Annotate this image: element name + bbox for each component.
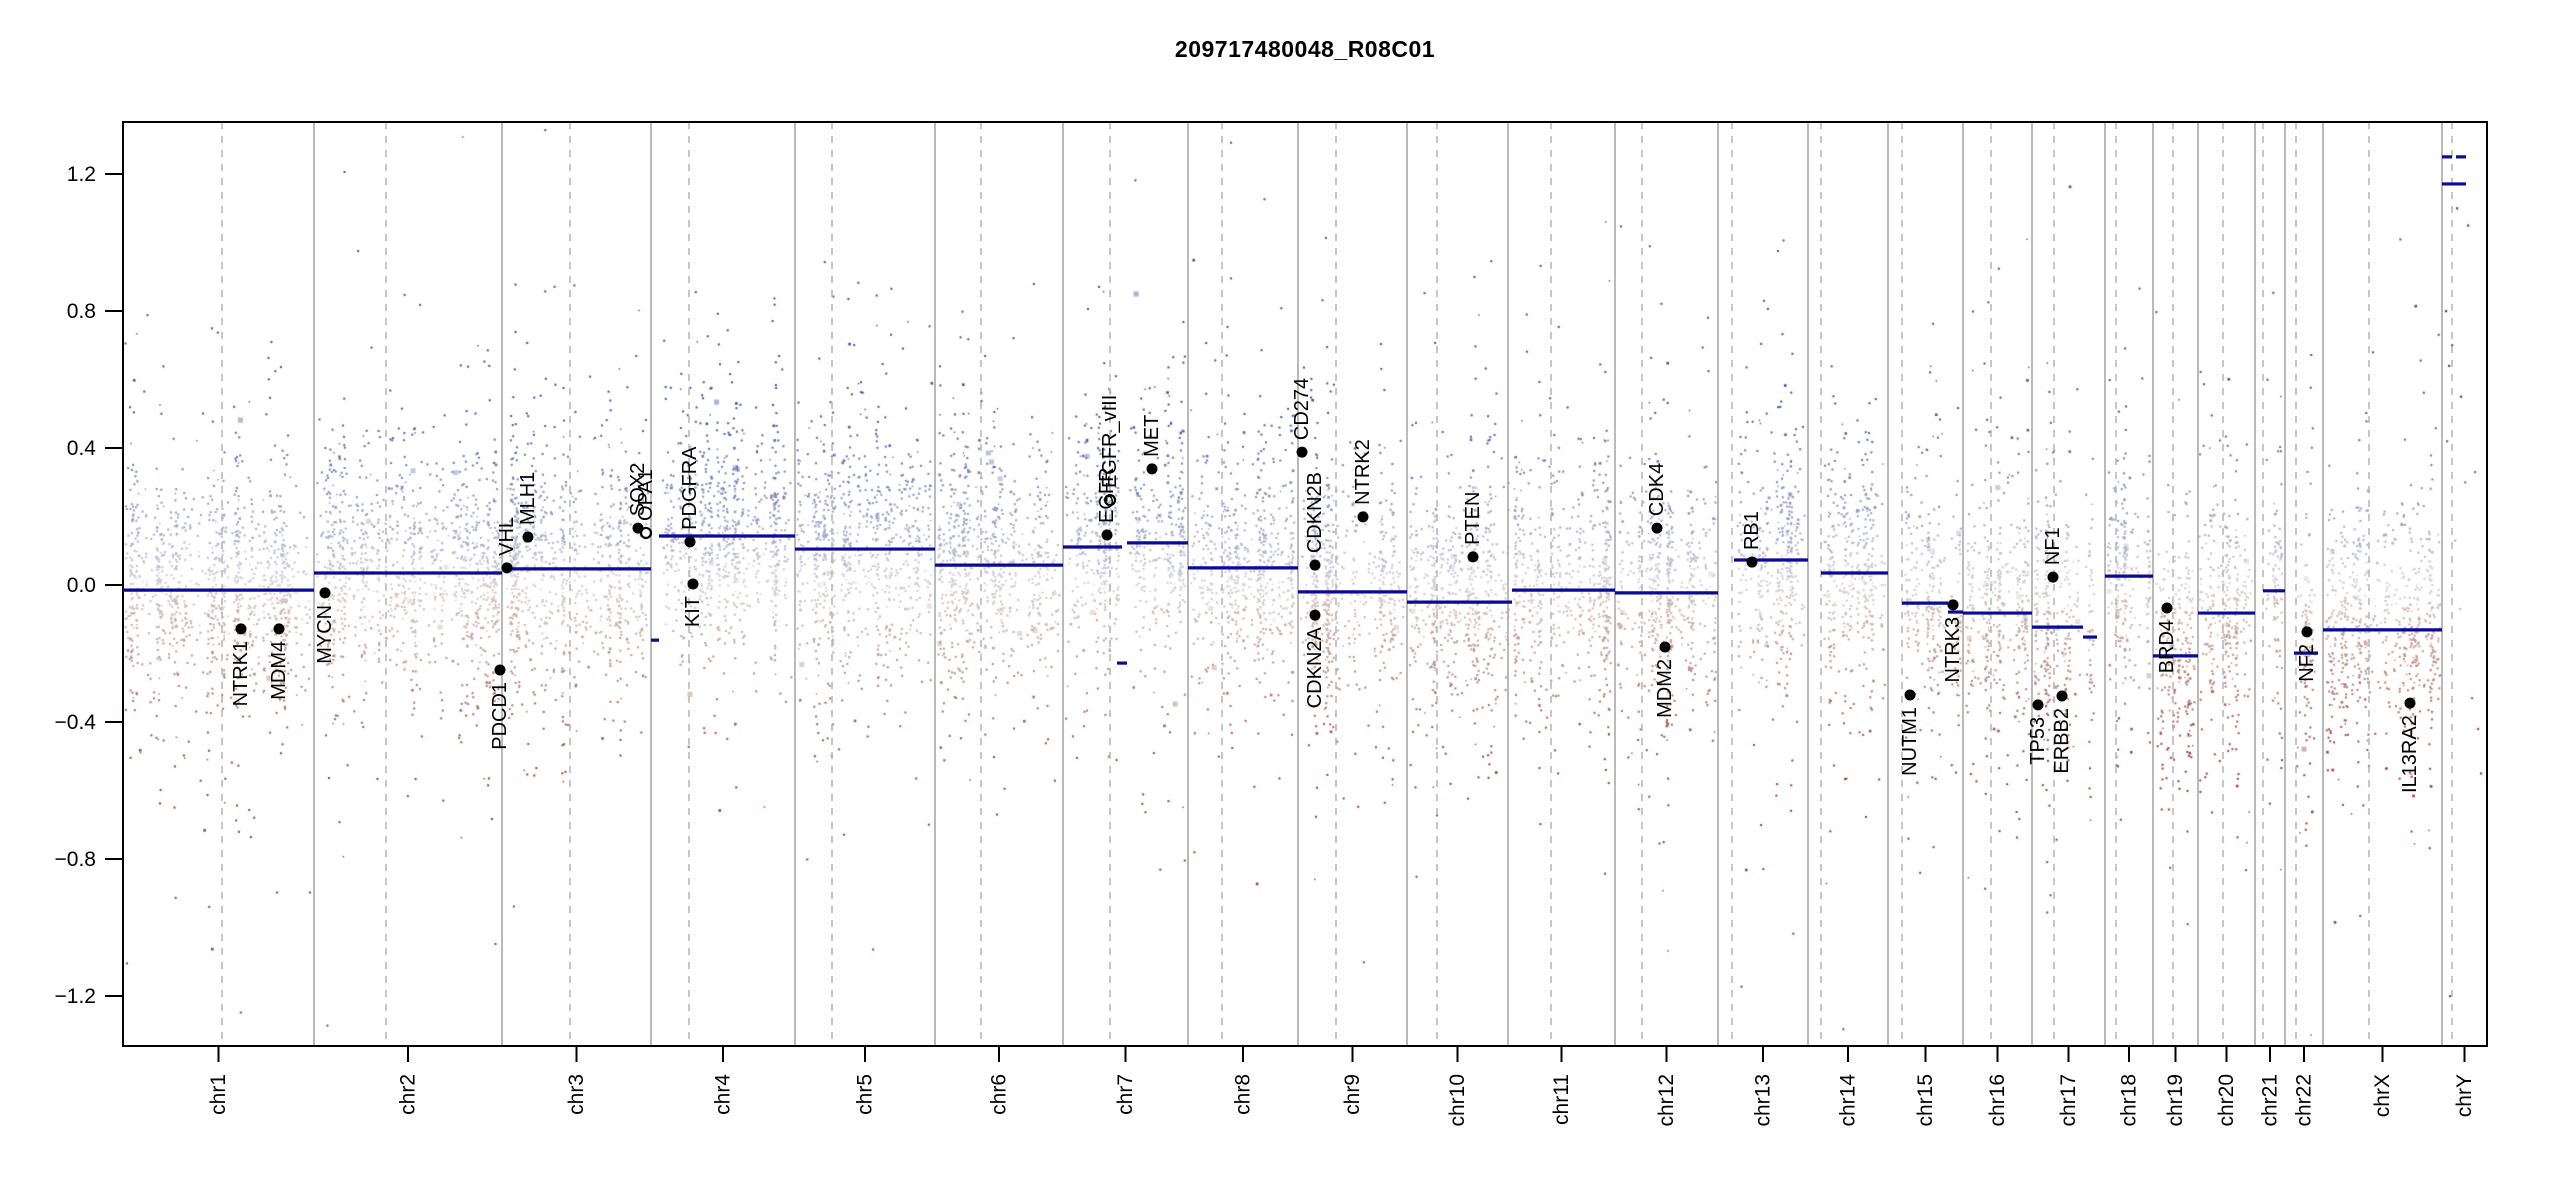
- y-tick-label: 1.2: [67, 163, 96, 186]
- gene-marker: [501, 562, 513, 574]
- gene-label: KIT: [682, 596, 704, 627]
- x-tick-label: chr21: [2259, 1074, 2282, 1127]
- gene-label: NF1: [2042, 527, 2064, 565]
- gene-label: MET: [1141, 415, 1163, 457]
- x-tick-label: chr10: [1446, 1074, 1469, 1127]
- gene-label: PDCD1: [489, 682, 511, 750]
- gene-marker: [687, 578, 699, 590]
- gene-label: SOX2: [627, 463, 649, 516]
- gene-label: VHL: [496, 517, 518, 556]
- x-tick-label: chrX: [2371, 1074, 2394, 1117]
- gene-marker: [2161, 602, 2173, 614]
- gene-label: CDK4: [1646, 463, 1668, 516]
- gene-marker: [1904, 689, 1916, 701]
- x-tick-label: chr6: [988, 1074, 1011, 1115]
- gene-marker: [1101, 529, 1113, 541]
- x-tick-label: chr8: [1232, 1074, 1255, 1115]
- gene-marker: [1467, 551, 1479, 563]
- x-tick-label: chr1: [207, 1074, 230, 1115]
- gene-marker: [2047, 571, 2059, 583]
- y-tick-label: −0.8: [55, 848, 96, 871]
- gene-label: NTRK3: [1942, 617, 1964, 683]
- gene-label: OPA1: [635, 469, 657, 521]
- gene-label: PTEN: [1462, 492, 1484, 545]
- gene-marker: [235, 623, 247, 635]
- gene-label: MDM2: [1654, 659, 1676, 718]
- x-tick-label: chr3: [565, 1074, 588, 1115]
- x-tick-label: chr7: [1114, 1074, 1137, 1115]
- x-tick-label: chr16: [1986, 1074, 2009, 1127]
- gene-label: ERBB2: [2051, 708, 2073, 774]
- gene-marker-open: [1103, 493, 1117, 507]
- x-tick-label: chr14: [1837, 1074, 1860, 1127]
- plot-box: [122, 121, 2488, 1047]
- gene-marker: [1357, 511, 1369, 523]
- gene-marker: [2301, 626, 2313, 638]
- x-tick-label: chr18: [2118, 1074, 2141, 1127]
- gene-marker: [1296, 446, 1308, 458]
- gene-marker: [2056, 690, 2068, 702]
- x-tick-label: chr19: [2164, 1074, 2187, 1127]
- gene-label: CD274: [1291, 378, 1313, 440]
- gene-label: EGFR_vIII: [1099, 395, 1121, 488]
- gene-marker: [684, 536, 696, 548]
- gene-marker: [1309, 609, 1321, 621]
- gene-marker: [1309, 559, 1321, 571]
- gene-marker-open: [639, 526, 653, 540]
- gene-marker: [1746, 556, 1758, 568]
- x-tick-label: chr22: [2293, 1074, 2316, 1127]
- gene-label: MDM4: [268, 641, 290, 700]
- gene-label: MYCN: [314, 605, 336, 664]
- gene-label: PDGFRA: [679, 446, 701, 530]
- gene-label: BRD4: [2156, 620, 2178, 673]
- gene-marker: [319, 587, 331, 599]
- gene-label: CDKN2A: [1304, 626, 1326, 708]
- gene-marker: [1146, 463, 1158, 475]
- gene-marker: [273, 623, 285, 635]
- x-tick-label: chr17: [2057, 1074, 2080, 1127]
- x-tick-label: chrY: [2453, 1074, 2476, 1117]
- gene-marker: [1947, 599, 1959, 611]
- y-tick-label: 0.8: [67, 300, 96, 323]
- x-tick-label: chr20: [2215, 1074, 2238, 1127]
- gene-label: CDKN2B: [1304, 472, 1326, 553]
- y-tick-label: −0.4: [55, 711, 97, 734]
- gene-label: MLH1: [517, 472, 539, 525]
- gene-label: RB1: [1741, 511, 1763, 550]
- x-tick-label: chr12: [1655, 1074, 1678, 1127]
- gene-label: NTRK1: [230, 641, 252, 707]
- y-tick-label: −1.2: [55, 985, 96, 1008]
- gene-marker: [2032, 699, 2044, 711]
- x-tick-label: chr9: [1341, 1074, 1364, 1115]
- x-tick-label: chr11: [1550, 1074, 1573, 1125]
- gene-marker: [494, 664, 506, 676]
- gene-label: NTRK2: [1352, 439, 1374, 505]
- x-tick-label: chr2: [397, 1074, 420, 1115]
- x-tick-label: chr4: [712, 1074, 735, 1115]
- gene-label: NUTM1: [1899, 707, 1921, 776]
- gene-marker: [2404, 697, 2416, 709]
- x-tick-label: chr15: [1914, 1074, 1937, 1127]
- gene-marker: [522, 531, 534, 543]
- x-tick-label: chr13: [1752, 1074, 1775, 1127]
- gene-marker: [1651, 522, 1663, 534]
- x-tick-label: chr5: [854, 1074, 877, 1115]
- gene-label: IL13RA2: [2399, 715, 2421, 793]
- gene-marker: [1659, 641, 1671, 653]
- gene-label: NF2: [2296, 644, 2318, 682]
- y-tick-label: 0.4: [67, 437, 97, 460]
- gene-label: TP53: [2027, 717, 2049, 765]
- y-tick-label: 0.0: [67, 574, 96, 597]
